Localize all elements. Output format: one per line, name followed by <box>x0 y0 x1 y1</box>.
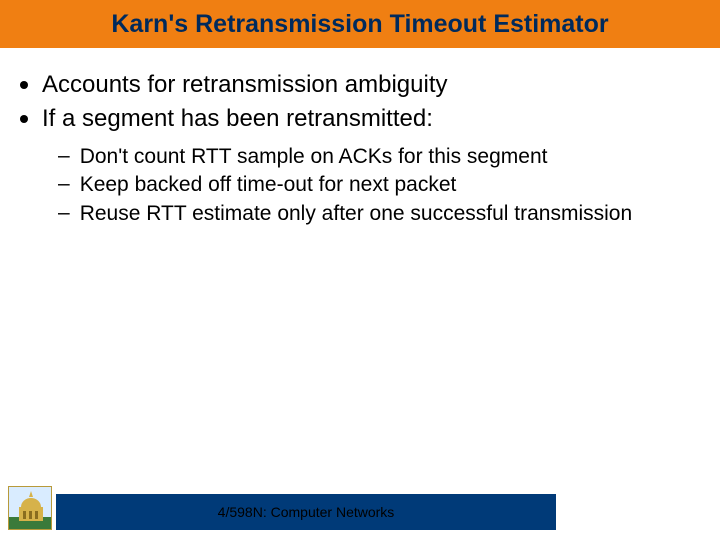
title-bar: Karn's Retransmission Timeout Estimator <box>0 0 720 48</box>
bullet-dash-icon: – <box>58 172 70 196</box>
dome-icon <box>9 487 52 530</box>
footer-text: 4/598N: Computer Networks <box>218 504 395 520</box>
bullet-text: Don't count RTT sample on ACKs for this … <box>80 144 548 170</box>
bullet-level1: Accounts for retransmission ambiguity <box>20 70 700 100</box>
bullet-dash-icon: – <box>58 201 70 225</box>
footer: 4/598N: Computer Networks <box>0 494 720 530</box>
slide-title: Karn's Retransmission Timeout Estimator <box>111 10 608 39</box>
bullet-level2: – Reuse RTT estimate only after one succ… <box>58 201 700 227</box>
bullet-text: Reuse RTT estimate only after one succes… <box>80 201 632 227</box>
bullet-level1: If a segment has been retransmitted: <box>20 104 700 134</box>
bullet-dot-icon <box>20 81 28 89</box>
bullet-level2: – Keep backed off time-out for next pack… <box>58 172 700 198</box>
bullet-dot-icon <box>20 115 28 123</box>
bullet-dash-icon: – <box>58 144 70 168</box>
footer-logo <box>8 486 52 530</box>
body-content: Accounts for retransmission ambiguity If… <box>20 70 700 229</box>
bullet-text: Keep backed off time-out for next packet <box>80 172 457 198</box>
bullet-text: Accounts for retransmission ambiguity <box>42 70 448 100</box>
level2-group: – Don't count RTT sample on ACKs for thi… <box>20 144 700 227</box>
bullet-text: If a segment has been retransmitted: <box>42 104 433 134</box>
footer-bar: 4/598N: Computer Networks <box>56 494 556 530</box>
slide: Karn's Retransmission Timeout Estimator … <box>0 0 720 540</box>
bullet-level2: – Don't count RTT sample on ACKs for thi… <box>58 144 700 170</box>
